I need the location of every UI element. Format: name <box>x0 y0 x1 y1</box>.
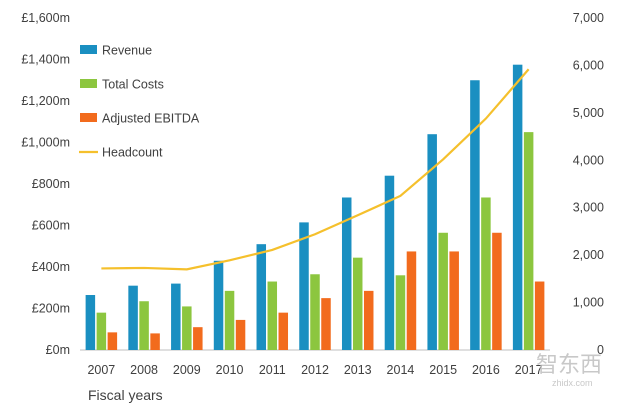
bar-total-costs-2007 <box>96 312 107 350</box>
bar-revenue-2015 <box>427 134 437 350</box>
bar-revenue-2010 <box>213 260 224 350</box>
right-tick-label: 7,000 <box>573 11 604 25</box>
legend: Revenue Total Costs Adjusted EBITDA Headcou… <box>79 44 200 160</box>
watermark: 智东西 zhidx.com <box>536 352 602 388</box>
legend-label-adjusted-ebitda: Adjusted EBITDA <box>102 112 200 126</box>
bar-total-costs-2017 <box>523 132 534 350</box>
bar-adjusted-ebitda-2009 <box>193 327 203 350</box>
bar-total-costs-2011 <box>267 281 278 350</box>
x-tick-label: 2011 <box>259 363 286 377</box>
bar-total-costs-2009 <box>182 306 192 350</box>
legend-swatch-adjusted-ebitda <box>80 113 97 122</box>
left-tick-label: £400m <box>32 260 70 274</box>
bar-total-costs-2013 <box>352 257 363 350</box>
left-axis-ticks: £0m £200m £400m £600m £800m £1,000m £1,200m £1,… <box>21 11 70 357</box>
bar-total-costs-2016 <box>481 197 491 350</box>
bar-adjusted-ebitda-2015 <box>449 251 459 350</box>
right-tick-label: 4,000 <box>573 153 604 167</box>
left-tick-label: £800m <box>32 177 70 191</box>
watermark-sub: zhidx.com <box>552 378 593 388</box>
bar-adjusted-ebitda-2013 <box>363 290 374 350</box>
left-tick-label: £1,400m <box>21 53 70 67</box>
x-axis-title: Fiscal years <box>88 387 163 403</box>
right-tick-label: 3,000 <box>573 201 604 215</box>
bar-adjusted-ebitda-2008 <box>150 333 160 350</box>
left-tick-label: £600m <box>32 219 70 233</box>
right-tick-label: 6,000 <box>573 58 604 72</box>
x-tick-label: 2010 <box>216 363 244 377</box>
bar-total-costs-2014 <box>395 275 406 350</box>
bar-total-costs-2012 <box>310 274 320 350</box>
bar-total-costs-2010 <box>224 290 235 350</box>
x-tick-label: 2007 <box>87 363 115 377</box>
x-tick-label: 2017 <box>515 363 543 377</box>
bar-total-costs-2008 <box>139 301 149 350</box>
bar-revenue-2007 <box>85 295 96 350</box>
bar-adjusted-ebitda-2014 <box>406 251 417 350</box>
bar-group <box>85 64 545 350</box>
left-tick-label: £1,000m <box>21 136 70 150</box>
bar-revenue-2014 <box>384 175 395 350</box>
left-tick-label: £1,200m <box>21 94 70 108</box>
watermark-main: 智东西 <box>536 352 602 377</box>
bar-adjusted-ebitda-2016 <box>492 232 502 350</box>
headcount-line <box>101 68 530 271</box>
x-tick-label: 2008 <box>130 363 158 377</box>
right-tick-label: 0 <box>597 343 604 357</box>
bar-adjusted-ebitda-2011 <box>278 312 289 350</box>
bar-adjusted-ebitda-2017 <box>534 281 545 350</box>
bar-revenue-2013 <box>341 197 352 350</box>
legend-label-headcount: Headcount <box>102 146 163 160</box>
left-tick-label: £200m <box>32 302 70 316</box>
x-tick-label: 2012 <box>301 363 329 377</box>
left-tick-label: £0m <box>46 343 70 357</box>
legend-swatch-total-costs <box>80 79 97 88</box>
bar-adjusted-ebitda-2010 <box>235 319 246 350</box>
bar-adjusted-ebitda-2012 <box>321 298 331 350</box>
bar-adjusted-ebitda-2007 <box>107 332 118 350</box>
bar-revenue-2008 <box>128 285 138 350</box>
bar-total-costs-2015 <box>438 232 448 350</box>
x-tick-label: 2014 <box>387 363 415 377</box>
right-tick-label: 1,000 <box>573 296 604 310</box>
right-axis-ticks: 0 1,000 2,000 3,000 4,000 5,000 6,000 7,000 <box>573 11 604 357</box>
x-tick-label: 2009 <box>173 363 201 377</box>
bar-revenue-2009 <box>171 283 181 350</box>
left-tick-label: £1,600m <box>21 11 70 25</box>
bar-revenue-2017 <box>512 64 523 350</box>
bar-revenue-2011 <box>256 244 267 350</box>
bar-revenue-2012 <box>299 222 309 350</box>
x-axis-ticks: 2007 2008 2009 2010 2011 2012 2013 2014 2015 2016… <box>87 363 542 377</box>
legend-swatch-revenue <box>80 45 97 54</box>
right-tick-label: 5,000 <box>573 106 604 120</box>
legend-label-total-costs: Total Costs <box>102 78 164 92</box>
bar-revenue-2016 <box>470 80 480 350</box>
right-tick-label: 2,000 <box>573 248 604 262</box>
x-tick-label: 2016 <box>472 363 500 377</box>
x-tick-label: 2013 <box>344 363 372 377</box>
x-tick-label: 2015 <box>429 363 457 377</box>
legend-label-revenue: Revenue <box>102 44 152 58</box>
